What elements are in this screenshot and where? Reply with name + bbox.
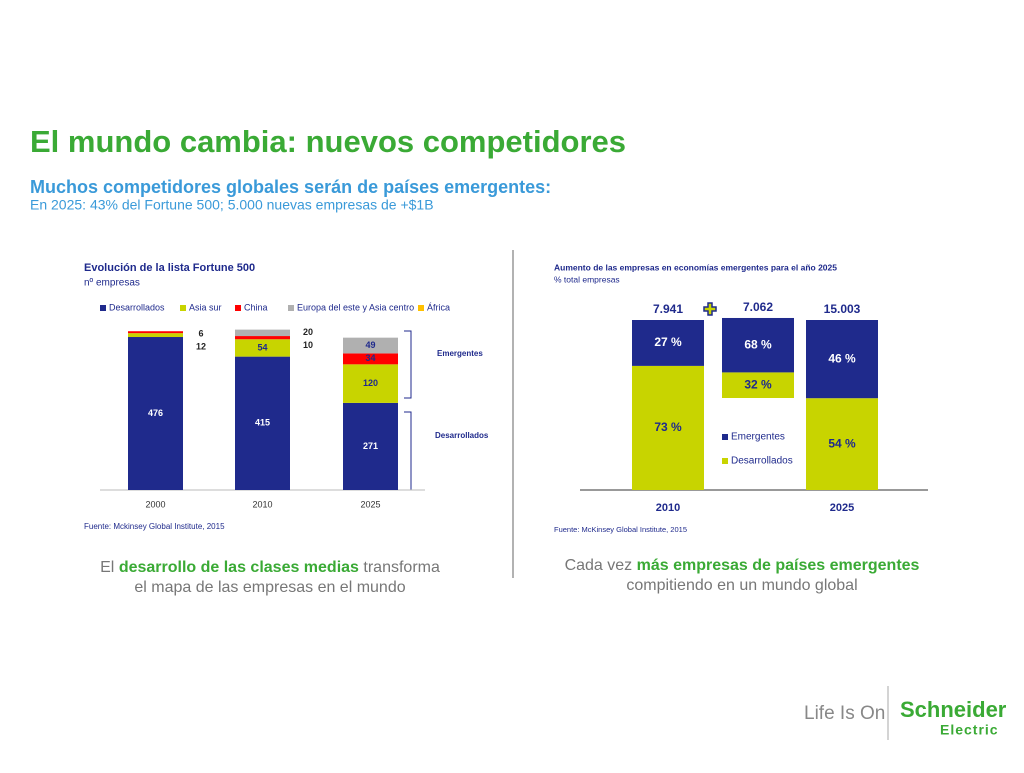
caption: El desarrollo de las clases medias trans… xyxy=(100,559,440,576)
slide-subtitle-line: En 2025: 43% del Fortune 500; 5.000 nuev… xyxy=(30,197,434,213)
legend-swatch xyxy=(100,305,106,311)
legend-label: China xyxy=(244,302,268,312)
bar-segment xyxy=(235,339,290,357)
bar-segment xyxy=(806,320,878,399)
bar-segment xyxy=(343,402,398,490)
total-label: 7.941 xyxy=(653,302,683,316)
slide-title: El mundo cambia: nuevos competidores xyxy=(30,124,626,159)
chart-source: Fuente: Mckinsey Global Institute, 2015 xyxy=(84,522,225,531)
bar-segment xyxy=(343,364,398,403)
chart-source: Fuente: McKinsey Global Institute, 2015 xyxy=(554,525,687,534)
bar-segment xyxy=(343,337,398,354)
bar-segment xyxy=(343,353,398,365)
data-label: 476 xyxy=(148,408,163,418)
legend-label: Europa del este y Asia centro xyxy=(297,302,414,312)
data-label: 12 xyxy=(196,342,206,352)
legend-swatch xyxy=(288,305,294,311)
caption-highlight: más empresas de países emergentes xyxy=(637,557,920,574)
data-label: 271 xyxy=(363,441,378,451)
total-label: 15.003 xyxy=(824,302,861,316)
data-label: 27 % xyxy=(654,335,682,349)
caption-highlight: desarrollo de las clases medias xyxy=(119,559,359,576)
data-label: 68 % xyxy=(744,337,772,351)
legend-label: África xyxy=(427,302,450,312)
caption: Cada vez más empresas de países emergent… xyxy=(565,557,920,574)
caption: el mapa de las empresas en el mundo xyxy=(134,579,405,596)
chart-subtitle: % total empresas xyxy=(554,274,620,284)
x-tick-label: 2025 xyxy=(360,499,380,509)
bar-segment xyxy=(722,317,794,373)
chart-title: Aumento de las empresas en economías eme… xyxy=(554,262,837,272)
caption: compitiendo en un mundo global xyxy=(626,577,857,594)
data-label: 54 % xyxy=(828,436,856,450)
legend-swatch xyxy=(235,305,241,311)
x-tick-label: 2010 xyxy=(656,502,680,514)
x-tick-label: 2000 xyxy=(145,499,165,509)
data-label: 20 xyxy=(303,327,313,337)
caption-part: Cada vez xyxy=(565,557,633,574)
annotation: Desarrollados xyxy=(435,431,489,440)
x-tick-label: 2025 xyxy=(830,502,854,514)
data-label: 415 xyxy=(255,418,270,428)
legend-label: Desarrollados xyxy=(109,302,165,312)
slide-subtitle: Muchos competidores globales serán de pa… xyxy=(30,177,551,197)
chart-title: Evolución de la lista Fortune 500 xyxy=(84,262,255,274)
data-label: 120 xyxy=(363,378,378,388)
data-label: 49 xyxy=(365,340,375,350)
bar-segment xyxy=(632,320,704,366)
legend-label: Desarrollados xyxy=(731,456,793,467)
legend-label: Asia sur xyxy=(189,302,222,312)
legend-swatch xyxy=(418,305,424,311)
bar-segment xyxy=(806,398,878,490)
logo-name: Electric xyxy=(940,722,999,738)
legend-swatch xyxy=(722,458,728,464)
bracket xyxy=(404,330,412,399)
bar-segment xyxy=(235,336,290,340)
plus-icon xyxy=(703,302,717,316)
data-label: 46 % xyxy=(828,351,856,365)
bar-segment xyxy=(128,331,183,334)
data-label: 34 xyxy=(365,353,375,363)
chart-subtitle: nº empresas xyxy=(84,278,140,289)
bar-segment xyxy=(632,365,704,490)
logo-name: Schneider xyxy=(900,697,1007,722)
legend-label: Emergentes xyxy=(731,432,785,443)
bar-segment xyxy=(235,356,290,490)
data-label: 73 % xyxy=(654,420,682,434)
annotation: Emergentes xyxy=(437,349,483,358)
bar-segment xyxy=(235,329,290,337)
data-label: 6 xyxy=(198,329,203,339)
logo-tagline: Life Is On xyxy=(804,703,885,724)
legend-swatch xyxy=(722,434,728,440)
caption-part: transforma xyxy=(363,559,440,576)
bar-segment xyxy=(128,337,183,490)
total-label: 7.062 xyxy=(743,300,773,314)
caption-part: El xyxy=(100,559,114,576)
bar-segment xyxy=(722,372,794,398)
bracket xyxy=(404,411,412,491)
legend-swatch xyxy=(180,305,186,311)
data-label: 10 xyxy=(303,340,313,350)
bar-segment xyxy=(128,333,183,338)
data-label: 54 xyxy=(257,342,267,352)
data-label: 32 % xyxy=(744,377,772,391)
x-tick-label: 2010 xyxy=(252,499,272,509)
